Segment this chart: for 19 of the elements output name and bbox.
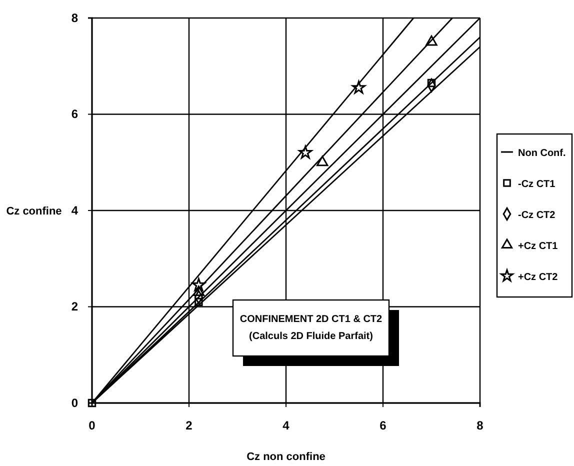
x-axis-title: Cz non confine — [246, 451, 326, 463]
legend-label: -Cz CT1 — [518, 179, 556, 190]
annotation: CONFINEMENT 2D CT1 & CT2 — [240, 314, 383, 325]
x-tick-label: 8 — [476, 418, 484, 433]
legend-label: +Cz CT1 — [518, 241, 558, 252]
legend-label: +Cz CT2 — [518, 272, 558, 283]
y-tick-label: 8 — [71, 10, 78, 25]
annotation: (Calculs 2D Fluide Parfait) — [249, 331, 373, 342]
y-tick-label: 0 — [71, 396, 78, 410]
x-tick-label: 6 — [380, 418, 387, 433]
y-tick-label: 4 — [71, 203, 78, 218]
x-tick-label: 0 — [88, 418, 96, 433]
x-tick-label: 4 — [282, 418, 290, 433]
y-tick-label: 6 — [71, 107, 78, 122]
legend-label: Non Conf. — [518, 148, 566, 159]
x-tick-label: 2 — [186, 418, 193, 433]
legend-label: -Cz CT2 — [518, 210, 556, 221]
y-axis-title: Cz confine — [6, 206, 62, 218]
y-tick-label: 2 — [71, 300, 78, 314]
